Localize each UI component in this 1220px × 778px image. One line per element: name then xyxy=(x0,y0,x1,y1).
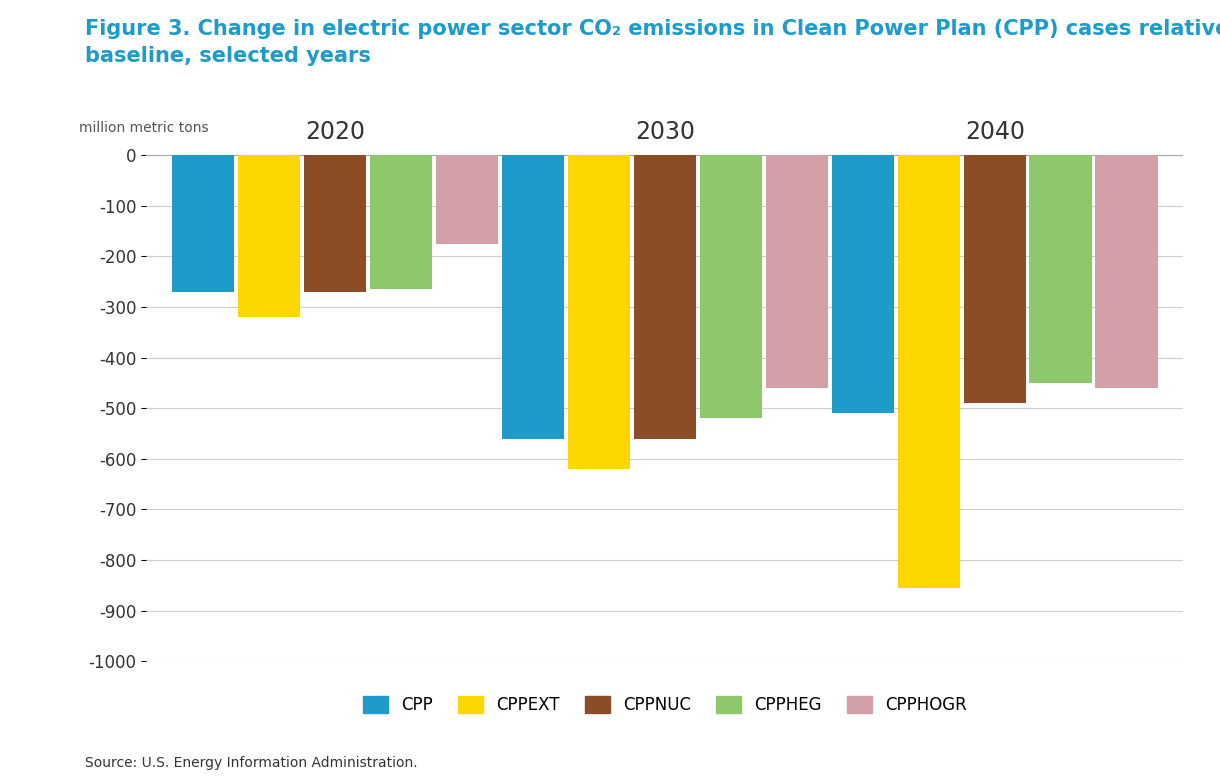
Bar xyxy=(172,156,234,292)
Bar xyxy=(238,156,300,317)
Bar xyxy=(304,156,366,292)
Bar xyxy=(501,156,565,439)
Text: Figure 3. Change in electric power sector CO₂ emissions in Clean Power Plan (CPP: Figure 3. Change in electric power secto… xyxy=(85,19,1220,66)
Text: 2020: 2020 xyxy=(305,120,365,144)
Text: 2030: 2030 xyxy=(634,120,695,144)
Bar xyxy=(1096,156,1158,388)
Text: million metric tons: million metric tons xyxy=(79,121,209,135)
Bar xyxy=(370,156,432,289)
Text: 2040: 2040 xyxy=(965,120,1025,144)
Bar xyxy=(633,156,697,439)
Bar xyxy=(567,156,631,469)
Bar xyxy=(765,156,828,388)
Bar xyxy=(436,156,498,244)
Bar xyxy=(898,156,960,588)
Bar xyxy=(964,156,1026,403)
Text: Source: U.S. Energy Information Administration.: Source: U.S. Energy Information Administ… xyxy=(85,756,418,770)
Bar xyxy=(1030,156,1092,383)
Bar xyxy=(699,156,762,419)
Legend: CPP, CPPEXT, CPPNUC, CPPHEG, CPPHOGR: CPP, CPPEXT, CPPNUC, CPPHEG, CPPHOGR xyxy=(356,689,974,720)
Bar xyxy=(832,156,894,413)
